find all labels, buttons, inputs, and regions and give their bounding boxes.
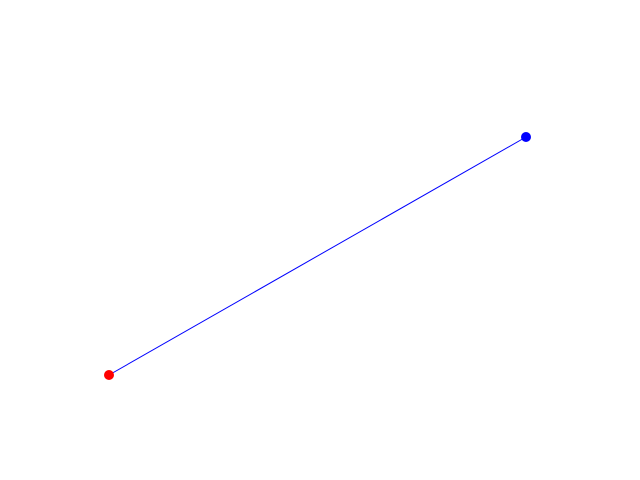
end-point: [521, 132, 531, 142]
connecting-line: [108, 136, 527, 376]
start-point: [104, 370, 114, 380]
